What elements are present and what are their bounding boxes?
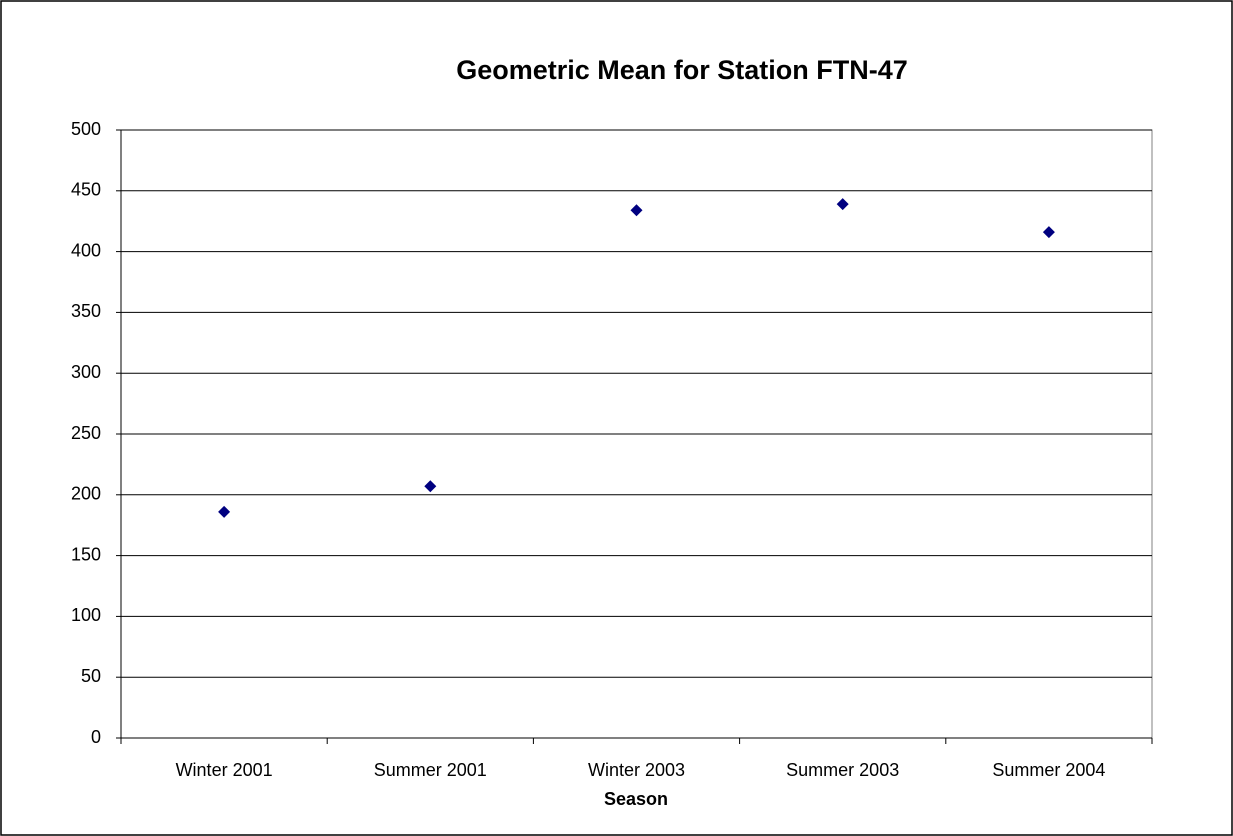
marker [1042, 226, 1055, 239]
y-tick-label: 450 [71, 180, 101, 200]
y-tick-label: 50 [81, 666, 101, 686]
marker [836, 198, 849, 211]
x-axis-label: Season [604, 789, 668, 809]
y-tick-label: 500 [71, 119, 101, 139]
chart-title: Geometric Mean for Station FTN-47 [456, 55, 908, 85]
y-tick-label: 400 [71, 240, 101, 260]
x-tick-label: Summer 2001 [374, 760, 487, 780]
marker [218, 505, 231, 518]
x-tick-label: Winter 2001 [176, 760, 273, 780]
y-tick-label: 100 [71, 605, 101, 625]
y-tick-label: 300 [71, 362, 101, 382]
x-tick-label: Summer 2004 [992, 760, 1105, 780]
marker [424, 480, 437, 493]
x-tick-label: Winter 2003 [588, 760, 685, 780]
y-tick-label: 150 [71, 544, 101, 564]
marker [630, 204, 643, 217]
y-tick-label: 250 [71, 423, 101, 443]
y-tick-label: 350 [71, 301, 101, 321]
y-tick-label: 0 [91, 727, 101, 747]
y-tick-label: 200 [71, 484, 101, 504]
x-tick-label: Summer 2003 [786, 760, 899, 780]
